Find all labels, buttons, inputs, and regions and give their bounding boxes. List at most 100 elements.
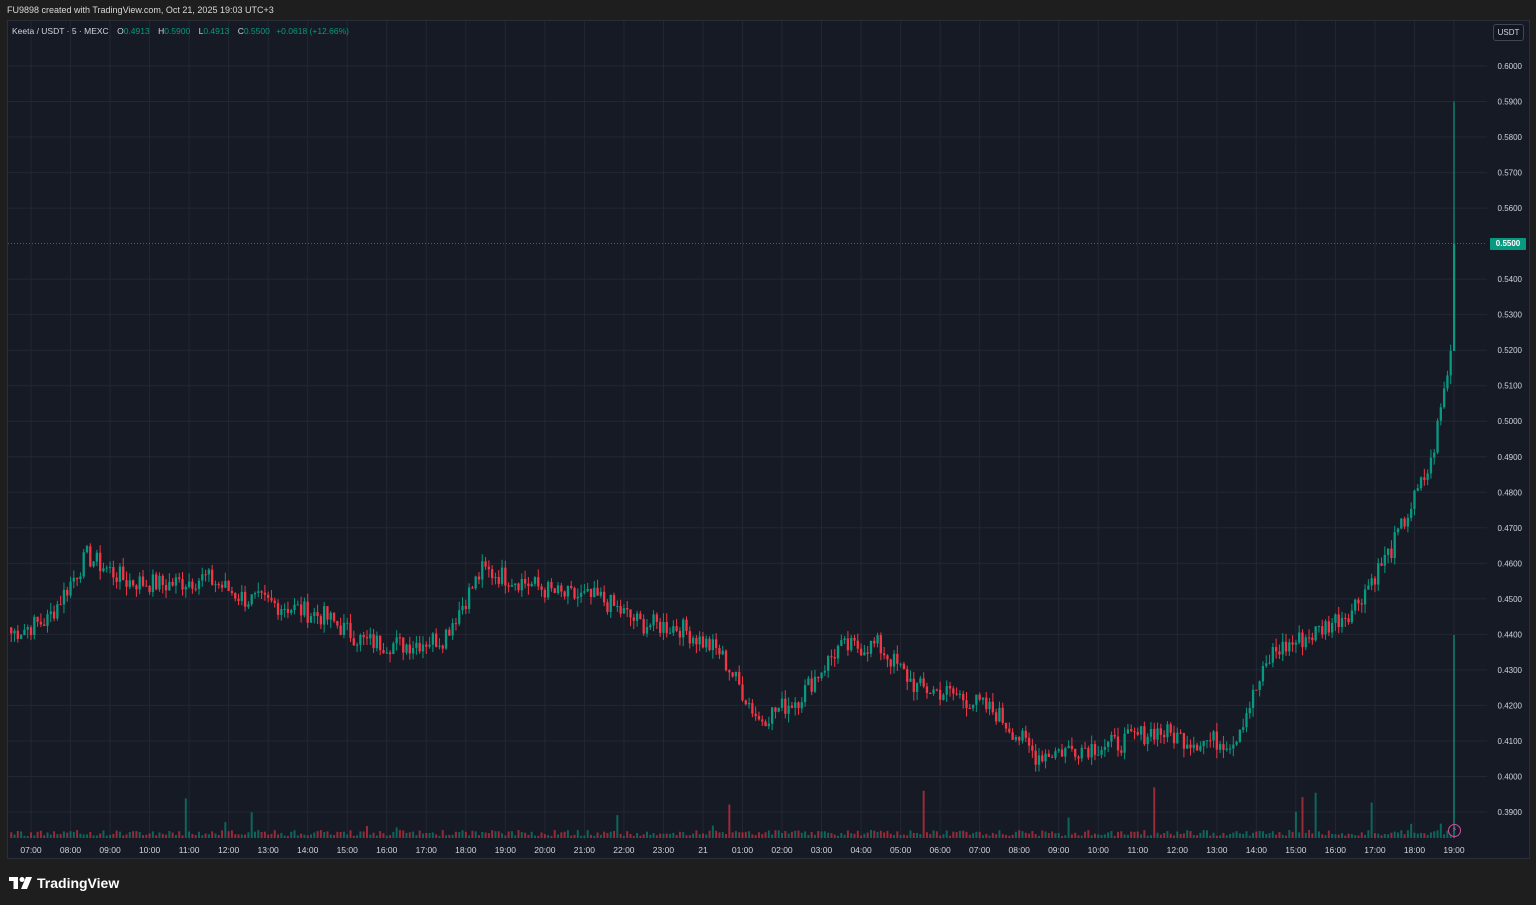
candle-body: [313, 612, 316, 617]
volume-bar: [692, 833, 695, 838]
candle-body: [981, 697, 985, 700]
volume-bar: [1107, 832, 1110, 838]
candle-body: [968, 708, 971, 710]
lightning-icon[interactable]: ⚡: [1448, 824, 1461, 837]
candle-body: [112, 567, 115, 578]
volume-bar: [1331, 833, 1334, 838]
volume-bar: [1196, 835, 1199, 838]
candle-body: [1334, 614, 1337, 623]
candle-body: [1340, 617, 1344, 628]
candle-body: [1324, 621, 1327, 635]
volume-bar: [313, 832, 316, 838]
candle-body: [243, 591, 247, 607]
price-scale-label: 0.4000: [1498, 772, 1523, 781]
candle-body: [728, 670, 731, 673]
candle-body: [273, 600, 276, 604]
candle-body: [1097, 754, 1100, 756]
volume-bar: [1067, 817, 1070, 838]
volume-bar: [1179, 833, 1182, 838]
volume-bar: [1051, 831, 1054, 838]
volume-bar: [33, 835, 36, 838]
volume-bar: [1219, 835, 1222, 838]
candle-body: [319, 616, 323, 625]
tradingview-logo[interactable]: TradingView: [9, 875, 119, 891]
candle-body: [1288, 642, 1291, 652]
candle-body: [1004, 722, 1008, 729]
symbol-legend[interactable]: Keeta / USDT · 5 · MEXC O0.4913 H0.5900 …: [12, 26, 349, 36]
volume-bar: [257, 830, 260, 838]
candle-body: [523, 578, 527, 584]
candle-body: [1074, 748, 1077, 757]
volume-bar: [896, 831, 899, 838]
candle-body: [695, 637, 698, 645]
candle-body: [830, 656, 833, 658]
candle-body: [863, 652, 866, 656]
candle-body: [108, 567, 112, 569]
candle-body: [1182, 732, 1186, 749]
volume-bar: [16, 830, 19, 838]
candle-body: [26, 627, 29, 630]
candle-body: [197, 580, 201, 589]
volume-bar: [540, 832, 543, 838]
volume-bar: [1087, 830, 1090, 838]
candle-body: [547, 582, 550, 598]
candle-body: [609, 594, 612, 613]
candle-body: [1014, 737, 1018, 740]
candle-body: [299, 604, 303, 616]
candle-body: [1106, 741, 1110, 747]
volume-bar: [375, 835, 378, 838]
legend-symbol[interactable]: Keeta / USDT · 5 · MEXC: [12, 26, 109, 36]
candle-body: [237, 598, 240, 601]
candle-body: [217, 584, 220, 586]
volume-bar: [972, 833, 975, 838]
volume-bar: [570, 835, 573, 838]
price-scale-label: 0.3900: [1498, 808, 1523, 817]
price-scale-label: 0.6000: [1498, 62, 1523, 71]
volume-bar: [171, 832, 174, 838]
volume-bar: [1225, 835, 1228, 838]
volume-bar: [794, 830, 797, 838]
candle-body: [705, 638, 708, 648]
candle-body: [882, 653, 886, 656]
candle-body: [1307, 637, 1311, 639]
volume-bar: [1070, 834, 1073, 838]
volume-bar: [853, 833, 856, 838]
volume-bar: [734, 831, 737, 838]
volume-bar: [454, 831, 457, 838]
volume-bar: [240, 834, 243, 838]
volume-bar: [955, 832, 958, 838]
last-price-tag: 0.5500: [1490, 238, 1526, 250]
candle-body: [787, 705, 790, 714]
volume-bar: [767, 830, 770, 838]
volume-bar: [520, 832, 523, 838]
candle-body: [1218, 744, 1222, 750]
volume-bar: [161, 833, 164, 838]
volume-bar: [448, 834, 451, 838]
volume-bar: [787, 833, 790, 838]
candle-body: [1327, 621, 1330, 633]
candle-body: [207, 569, 211, 575]
volume-bar: [382, 833, 385, 838]
candle-body: [1228, 748, 1232, 750]
candle-body: [886, 655, 889, 660]
candle-body: [714, 639, 718, 648]
volume-bar: [603, 831, 606, 838]
candle-body: [846, 638, 850, 651]
candle-body: [214, 584, 217, 586]
volume-bar: [1426, 834, 1429, 838]
volume-bar: [952, 831, 955, 838]
volume-bar: [566, 830, 569, 838]
currency-button[interactable]: USDT: [1493, 24, 1524, 41]
candle-body: [919, 678, 922, 684]
volume-bar: [1350, 834, 1353, 838]
volume-bar: [188, 831, 191, 838]
time-scale-label: 10:00: [1088, 845, 1110, 855]
candle-body: [451, 623, 454, 636]
candle-body: [1212, 731, 1215, 741]
volume-bar: [1390, 832, 1393, 838]
candle-body: [665, 622, 668, 634]
volume-bar: [524, 832, 527, 838]
candle-body: [965, 700, 968, 709]
candle-body: [1439, 407, 1442, 421]
